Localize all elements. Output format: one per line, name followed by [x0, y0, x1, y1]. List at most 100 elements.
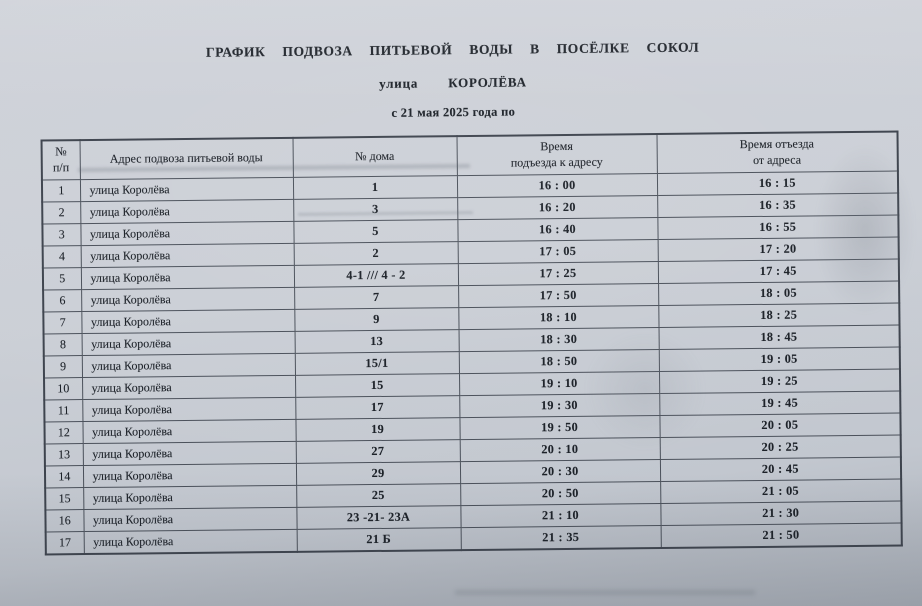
cell-house-number: 9	[294, 307, 459, 332]
cell-address: улица Королёва	[81, 309, 295, 334]
cell-departure-time: 19 : 25	[658, 369, 901, 394]
cell-arrival-time: 18 : 30	[458, 327, 659, 352]
cell-arrival-time: 19 : 30	[459, 393, 660, 418]
cell-row-number: 13	[44, 443, 83, 466]
cell-house-number: 23 -21- 23А	[296, 505, 461, 530]
cell-arrival-time: 16 : 40	[457, 217, 658, 242]
cell-row-number: 2	[42, 201, 81, 224]
cell-address: улица Королёва	[83, 485, 297, 510]
cell-arrival-time: 16 : 20	[457, 195, 658, 220]
cell-row-number: 5	[42, 267, 82, 290]
cell-departure-time: 18 : 05	[658, 281, 900, 306]
cell-address: улица Королёва	[81, 353, 296, 378]
document-title: ГРАФИК ПОДВОЗА ПИТЬЕВОЙ ВОДЫ В ПОСЁЛКЕ С…	[205, 39, 700, 60]
cell-address: улица Королёва	[82, 463, 297, 488]
cell-address: улица Королёва	[83, 507, 297, 532]
cell-house-number: 2	[293, 241, 458, 266]
cell-departure-time: 20 : 25	[659, 434, 901, 460]
cell-address: улица Королёва	[83, 529, 297, 555]
cell-departure-time: 16 : 35	[657, 193, 899, 218]
cell-house-number: 21 Б	[296, 527, 461, 552]
cell-arrival-time: 17 : 50	[458, 283, 659, 308]
cell-departure-time: 18 : 25	[658, 303, 900, 328]
cell-row-number: 7	[43, 311, 82, 334]
cell-departure-time: 16 : 15	[656, 171, 899, 196]
street-line: улица КОРОЛЁВА	[40, 71, 866, 96]
column-header-arrival-time: Время подъезда к адресу	[456, 134, 657, 176]
cell-row-number: 4	[42, 245, 81, 268]
cell-house-number: 27	[295, 439, 460, 464]
cell-address: улица Королёва	[82, 397, 296, 422]
date-line: с 21 мая 2025 года по	[391, 104, 516, 120]
cell-departure-time: 20 : 05	[659, 413, 901, 438]
schedule-table: № п/п Адрес подвоза питьевой воды № дома…	[40, 130, 903, 556]
street-label: улица	[379, 75, 419, 91]
cell-row-number: 11	[44, 399, 83, 422]
column-header-departure-time: Время отъезда от адреса	[656, 131, 898, 174]
cell-house-number: 4-1 /// 4 - 2	[293, 263, 459, 288]
cell-row-number: 8	[43, 333, 82, 356]
cell-arrival-time: 21 : 35	[460, 525, 661, 551]
cell-address: улица Королёва	[82, 441, 296, 466]
cell-address: улица Королёва	[81, 287, 295, 312]
cell-row-number: 9	[43, 355, 83, 378]
cell-address: улица Королёва	[79, 177, 294, 202]
schedule-table-body: 1 улица Королёва 1 16 : 00 16 : 15 2 ули…	[41, 171, 902, 555]
cell-address: улица Королёва	[80, 243, 294, 268]
cell-departure-time: 16 : 55	[657, 215, 899, 240]
cell-house-number: 13	[294, 329, 459, 354]
cell-arrival-time: 20 : 30	[459, 459, 661, 484]
cell-row-number: 6	[43, 289, 82, 312]
cell-arrival-time: 20 : 50	[460, 481, 661, 506]
cell-departure-time: 17 : 20	[657, 237, 899, 262]
cell-address: улица Королёва	[81, 331, 295, 356]
cell-house-number: 5	[293, 219, 458, 244]
column-header-house-number: № дома	[292, 136, 457, 178]
column-header-row-number: № п/п	[41, 140, 80, 180]
cell-house-number: 15/1	[294, 351, 459, 376]
cell-row-number: 16	[45, 509, 84, 532]
cell-house-number: 3	[293, 197, 458, 222]
cell-house-number: 1	[292, 175, 458, 200]
cell-departure-time: 21 : 50	[660, 522, 902, 549]
cell-arrival-time: 19 : 10	[458, 371, 660, 396]
cell-arrival-time: 17 : 05	[457, 239, 658, 264]
cell-address: улица Королёва	[80, 199, 294, 224]
cell-house-number: 19	[295, 417, 460, 442]
cell-departure-time: 19 : 05	[658, 347, 900, 372]
street-name: КОРОЛЁВА	[448, 74, 527, 91]
cell-address: улица Королёва	[80, 221, 294, 246]
cell-departure-time: 21 : 05	[660, 478, 902, 504]
cell-house-number: 17	[295, 395, 460, 420]
cell-departure-time: 20 : 45	[659, 456, 902, 482]
document-sheet: ГРАФИК ПОДВОЗА ПИТЬЕВОЙ ВОДЫ В ПОСЁЛКЕ С…	[39, 0, 903, 606]
cell-row-number: 3	[42, 223, 81, 246]
cell-departure-time: 18 : 45	[658, 325, 900, 350]
column-header-address: Адрес подвоза питьевой воды	[79, 137, 293, 180]
cell-row-number: 10	[44, 377, 83, 400]
cell-address: улица Королёва	[82, 375, 296, 400]
cell-house-number: 25	[296, 483, 461, 508]
cell-row-number: 17	[45, 531, 84, 555]
cell-address: улица Королёва	[82, 419, 296, 444]
cell-row-number: 1	[41, 179, 81, 202]
cell-house-number: 15	[295, 373, 460, 398]
cell-arrival-time: 18 : 10	[458, 305, 659, 330]
cell-address: улица Королёва	[80, 265, 295, 290]
cell-house-number: 7	[294, 285, 459, 310]
cell-house-number: 29	[295, 461, 461, 486]
cell-departure-time: 19 : 45	[659, 391, 901, 416]
cell-arrival-time: 21 : 10	[460, 503, 661, 528]
cell-row-number: 15	[45, 487, 84, 510]
cell-departure-time: 21 : 30	[660, 500, 902, 526]
document-header: ГРАФИК ПОДВОЗА ПИТЬЕВОЙ ВОДЫ В ПОСЁЛКЕ С…	[40, 38, 897, 125]
cell-row-number: 14	[44, 465, 84, 488]
cell-arrival-time: 20 : 10	[459, 437, 660, 462]
cell-arrival-time: 17 : 25	[457, 261, 659, 286]
cell-arrival-time: 16 : 00	[456, 173, 658, 198]
cell-arrival-time: 18 : 50	[458, 349, 659, 374]
cell-arrival-time: 19 : 50	[459, 415, 660, 440]
cell-departure-time: 17 : 45	[657, 259, 900, 284]
cell-row-number: 12	[44, 421, 83, 444]
